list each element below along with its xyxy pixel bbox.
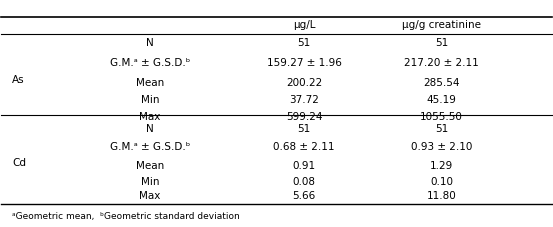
Text: μg/L: μg/L: [293, 20, 315, 30]
Text: As: As: [12, 75, 25, 85]
Text: 217.20 ± 2.11: 217.20 ± 2.11: [404, 58, 479, 68]
Text: N: N: [146, 38, 154, 48]
Text: Min: Min: [140, 177, 159, 187]
Text: Min: Min: [140, 95, 159, 105]
Text: 37.72: 37.72: [289, 95, 319, 105]
Text: μg/g creatinine: μg/g creatinine: [402, 20, 481, 30]
Text: 1.29: 1.29: [430, 161, 453, 171]
Text: Mean: Mean: [136, 78, 164, 88]
Text: G.M.ᵃ ± G.S.D.ᵇ: G.M.ᵃ ± G.S.D.ᵇ: [110, 58, 190, 68]
Text: Max: Max: [139, 112, 160, 122]
Text: ᵃGeometric mean,  ᵇGeometric standard deviation: ᵃGeometric mean, ᵇGeometric standard dev…: [12, 212, 240, 221]
Text: Max: Max: [139, 191, 160, 201]
Text: 0.68 ± 2.11: 0.68 ± 2.11: [273, 142, 335, 152]
Text: 51: 51: [435, 38, 448, 48]
Text: 285.54: 285.54: [423, 78, 460, 88]
Text: 5.66: 5.66: [293, 191, 316, 201]
Text: 0.93 ± 2.10: 0.93 ± 2.10: [411, 142, 472, 152]
Text: 1055.50: 1055.50: [420, 112, 463, 122]
Text: 200.22: 200.22: [286, 78, 322, 88]
Text: 159.27 ± 1.96: 159.27 ± 1.96: [267, 58, 341, 68]
Text: 11.80: 11.80: [427, 191, 456, 201]
Text: G.M.ᵃ ± G.S.D.ᵇ: G.M.ᵃ ± G.S.D.ᵇ: [110, 142, 190, 152]
Text: 0.91: 0.91: [293, 161, 316, 171]
Text: 51: 51: [435, 124, 448, 134]
Text: Mean: Mean: [136, 161, 164, 171]
Text: 51: 51: [298, 124, 311, 134]
Text: 0.08: 0.08: [293, 177, 316, 187]
Text: 0.10: 0.10: [430, 177, 453, 187]
Text: Cd: Cd: [12, 158, 27, 168]
Text: N: N: [146, 124, 154, 134]
Text: 599.24: 599.24: [286, 112, 322, 122]
Text: 51: 51: [298, 38, 311, 48]
Text: 45.19: 45.19: [426, 95, 457, 105]
